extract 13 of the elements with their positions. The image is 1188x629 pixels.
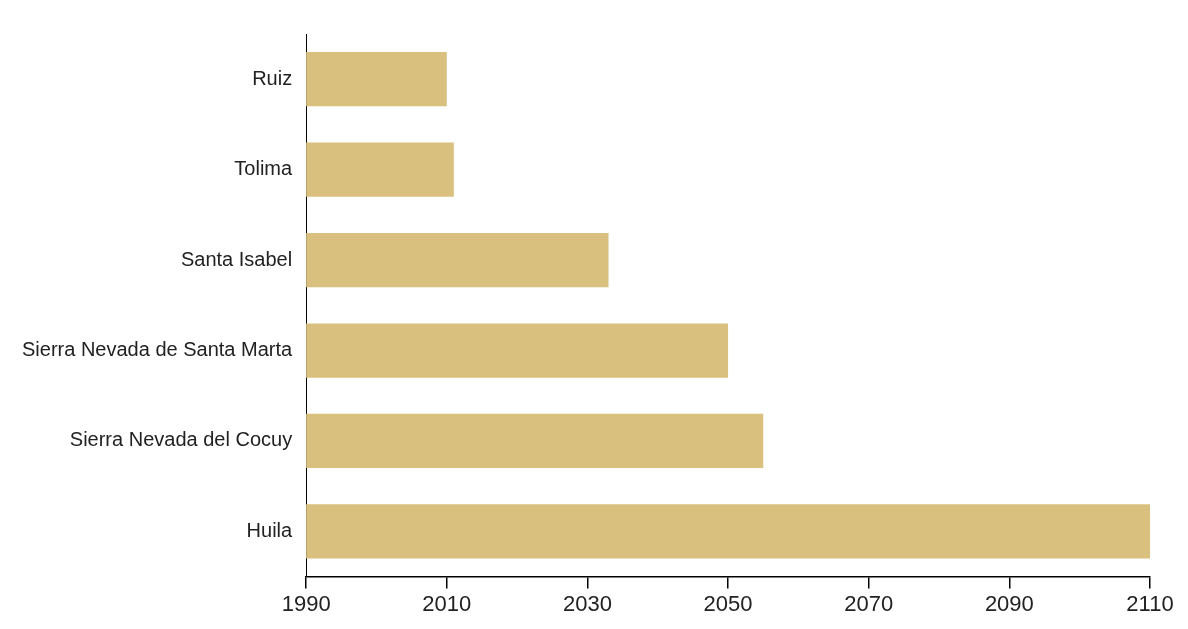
y-tick-label: Santa Isabel <box>180 247 293 270</box>
x-tick-label: 2070 <box>844 590 894 616</box>
y-tick-label: Sierra Nevada de Santa Marta <box>21 338 294 361</box>
x-tick-label: 2010 <box>422 590 472 616</box>
x-tick-label: 2110 <box>1126 590 1174 616</box>
y-tick-label: Sierra Nevada del Cocuy <box>69 428 293 451</box>
y-tick-label: Tolima <box>234 157 294 180</box>
x-tick-label: 2050 <box>703 590 753 616</box>
x-tick-label: 2090 <box>984 590 1034 616</box>
y-tick-label: Ruiz <box>252 66 293 89</box>
x-tick-label: 1990 <box>281 590 331 616</box>
x-tick-label: 2030 <box>562 590 612 616</box>
y-tick-label: Huila <box>246 518 294 541</box>
